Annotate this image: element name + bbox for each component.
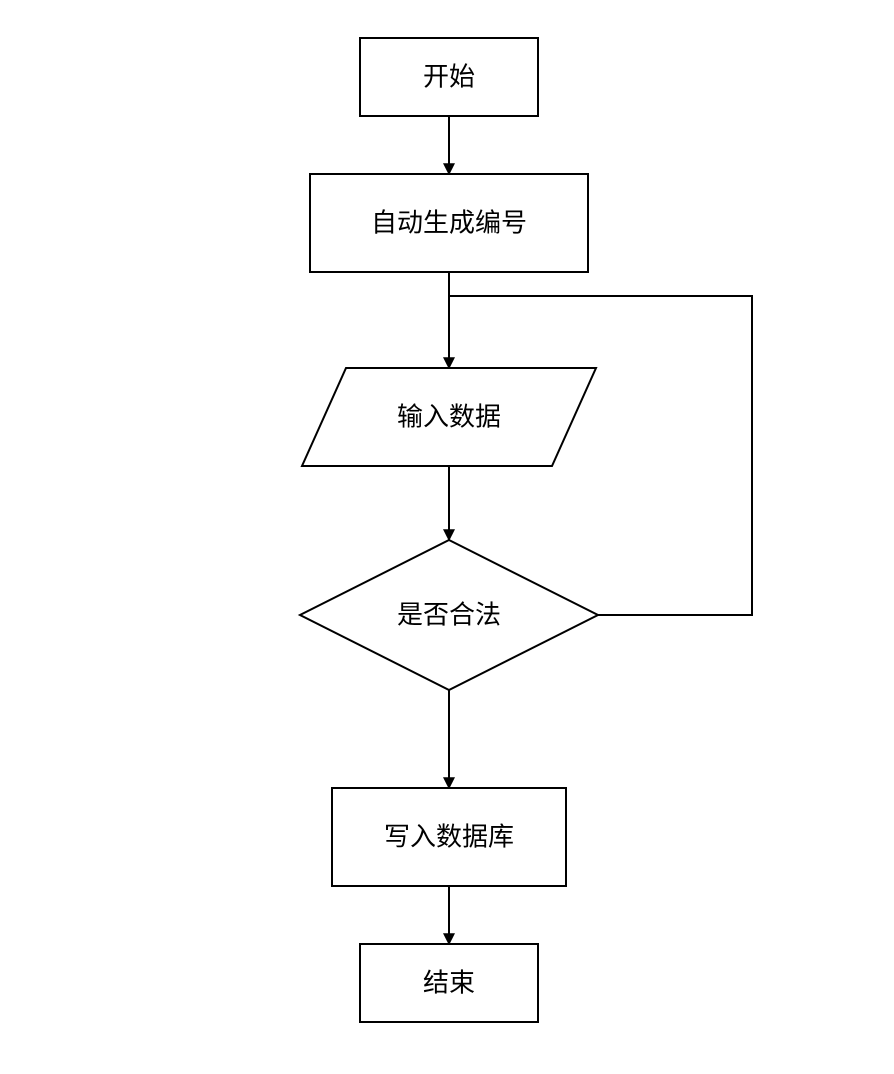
node-gen_id-label: 自动生成编号 [371, 209, 527, 238]
node-write_db-label: 写入数据库 [384, 823, 514, 852]
node-input-label: 输入数据 [397, 403, 501, 432]
node-valid-label: 是否合法 [397, 601, 501, 630]
node-start-label: 开始 [423, 63, 475, 92]
node-end-label: 结束 [423, 969, 475, 998]
flowchart-canvas: 开始自动生成编号输入数据是否合法写入数据库结束 [0, 0, 894, 1074]
